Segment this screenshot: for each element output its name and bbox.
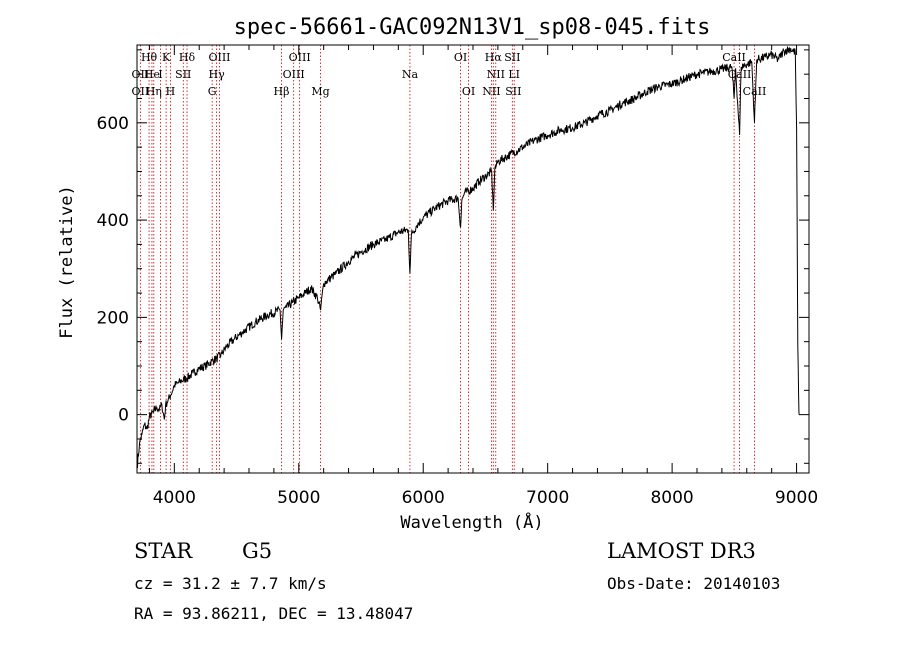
- x-tick-label: 9000: [775, 488, 818, 508]
- spectral-line-label: He: [144, 68, 160, 81]
- x-tick-label: 6000: [402, 488, 445, 508]
- x-axis-label: Wavelength (Å): [400, 511, 543, 533]
- spectral-line-label: CaII: [728, 68, 752, 81]
- y-axis-label: Flux (relative): [57, 185, 77, 339]
- spectral-line-label: Mg: [311, 85, 329, 98]
- redshift-value: cz = 31.2 ± 7.7 km/s: [134, 574, 327, 593]
- spectral-line-label: SII: [175, 68, 191, 81]
- x-tick-label: 8000: [650, 488, 693, 508]
- spectral-line-label: CaII: [743, 85, 767, 98]
- spectral-line-label: OIII: [283, 68, 305, 81]
- y-tick-label: 200: [97, 308, 129, 328]
- spectral-line-label: Hθ: [141, 51, 158, 64]
- y-tick-label: 400: [97, 211, 129, 231]
- spectral-line-label: OII: [132, 68, 150, 81]
- y-tick-label: 0: [118, 406, 129, 426]
- plot-frame: [136, 44, 810, 474]
- x-tick-label: 7000: [526, 488, 569, 508]
- spectral-line-label: K: [162, 51, 171, 64]
- observation-date: Obs-Date: 20140103: [607, 574, 781, 593]
- spectral-line-label: OIII: [208, 51, 230, 64]
- spectral-line-label: I: [158, 68, 162, 81]
- x-tick-label: 4000: [153, 488, 196, 508]
- spectral-line-label: OI: [454, 51, 467, 64]
- spectral-line-label: NII: [482, 85, 500, 98]
- spectral-line-label: SII: [505, 85, 521, 98]
- spectrum-line: [136, 46, 800, 469]
- x-axis-ticks: 4000 5000 6000 7000 8000 9000: [148, 45, 818, 508]
- spectral-line-label: G: [208, 85, 217, 98]
- spectrum-series: [136, 46, 800, 469]
- chart-title: spec-56661-GAC092N13V1_sp08-045.fits: [234, 15, 711, 40]
- spectral-line-label: OIII: [289, 51, 311, 64]
- x-tick-label: 5000: [277, 488, 320, 508]
- spectral-line-label: SII: [504, 51, 520, 64]
- y-tick-label: 600: [97, 114, 129, 134]
- spectral-line-label: H: [166, 85, 176, 98]
- spectral-line-label: Hβ: [274, 85, 290, 98]
- spectral-line-label: NII: [487, 68, 505, 81]
- spectral-line-label: Hγ: [209, 68, 226, 81]
- y-axis-ticks: 0 200 400 600: [97, 49, 809, 464]
- spectral-line-label: Na: [402, 68, 419, 81]
- spectral-line-label: OI: [462, 85, 475, 98]
- spectral-line-label: Hη: [146, 85, 162, 98]
- spectral-line-label: OII: [132, 85, 150, 98]
- spectral-line-label: CaII: [722, 51, 746, 64]
- reference-lines: [139, 45, 755, 473]
- survey-name: LAMOST DR3: [607, 539, 756, 563]
- spectral-line-label: Hα: [485, 51, 503, 64]
- object-type: STAR: [134, 539, 193, 563]
- coordinates: RA = 93.86211, DEC = 13.48047: [134, 604, 414, 623]
- spectral-class: G5: [242, 539, 273, 563]
- spectral-line-label: LI: [508, 68, 520, 81]
- spectral-line-label: Hδ: [179, 51, 196, 64]
